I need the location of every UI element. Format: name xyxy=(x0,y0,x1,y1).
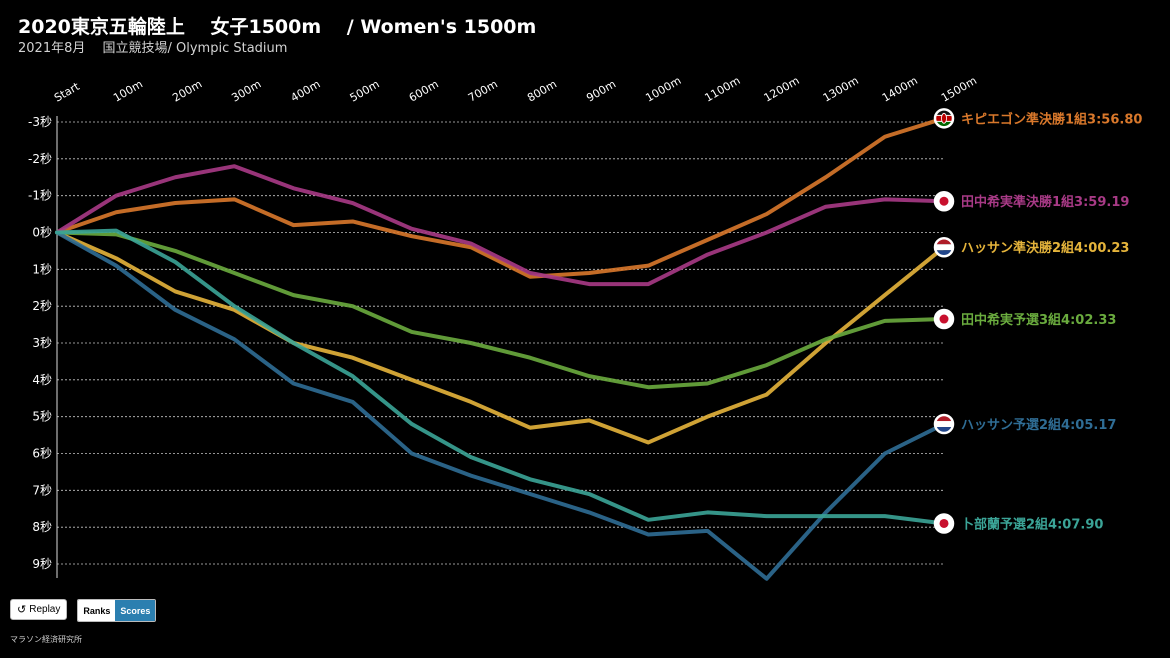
series-end-label: ハッサン準決勝2組4:00.23 xyxy=(961,240,1129,256)
ranks-toggle-button[interactable]: Ranks xyxy=(78,600,116,621)
x-tick-label: 200m xyxy=(170,77,204,104)
y-tick-label: 7秒 xyxy=(32,483,52,497)
x-tick-label: Start xyxy=(52,80,82,105)
y-tick-label: 0秒 xyxy=(32,226,52,240)
y-tick-label: 8秒 xyxy=(32,520,52,534)
scores-toggle-button[interactable]: Scores xyxy=(115,600,156,621)
x-axis: Start 100m 200m 300m 400m 500m 600m 700m 800m 900… xyxy=(52,74,979,105)
y-tick-label: 3秒 xyxy=(32,336,52,350)
x-tick-label: 500m xyxy=(348,77,382,104)
series-line xyxy=(55,230,946,445)
race-pace-line-chart: Start 100m 200m 300m 400m 500m 600m 700m 800m 900… xyxy=(28,74,1142,581)
x-tick-label: 1500m xyxy=(939,74,979,105)
series-end-label: 卜部蘭予選2組4:07.90 xyxy=(961,516,1103,532)
x-tick-label: 1300m xyxy=(821,74,861,105)
series-line xyxy=(55,228,946,526)
x-tick-label: 800m xyxy=(525,77,559,104)
japan-flag-icon xyxy=(933,513,955,534)
series-line xyxy=(55,230,946,390)
x-tick-label: 1100m xyxy=(702,74,742,105)
x-tick-label: 400m xyxy=(289,77,323,104)
series-labels: キピエゴン準決勝1組3:56.80 田中希実準決勝1組3:59.19 ハッサン準決勝… xyxy=(933,108,1142,534)
series-line xyxy=(55,164,946,287)
netherlands-flag-icon xyxy=(933,236,955,258)
replay-label: Replay xyxy=(29,604,61,615)
y-tick-label: -2秒 xyxy=(28,152,52,166)
x-tick-label: 1400m xyxy=(880,74,920,105)
netherlands-flag-icon xyxy=(933,413,955,435)
ranks-scores-toggle: Ranks Scores xyxy=(77,599,157,622)
chart-subtitle: 2021年8月 国立競技場/ Olympic Stadium xyxy=(18,41,288,56)
x-tick-label: 100m xyxy=(111,77,145,104)
x-tick-label: 1200m xyxy=(762,74,802,105)
series-end-label: ハッサン予選2組4:05.17 xyxy=(961,417,1116,433)
japan-flag-icon xyxy=(933,190,955,212)
y-tick-label: -3秒 xyxy=(28,115,52,129)
chart-title: 2020東京五輪陸上 女子1500m / Women's 1500m xyxy=(18,16,537,38)
y-tick-label: 6秒 xyxy=(32,447,52,461)
replay-icon: ↺ xyxy=(17,604,27,616)
controls: ↺ Replay Ranks Scores xyxy=(10,599,157,622)
y-axis: -3秒 -2秒 -1秒 0秒 1秒 2秒 3秒 4秒 5秒 6秒 7秒 8秒 9秒 xyxy=(28,115,58,578)
y-tick-label: 5秒 xyxy=(32,410,52,424)
series-layer xyxy=(55,116,946,581)
replay-button[interactable]: ↺ Replay xyxy=(10,599,68,620)
x-tick-label: 600m xyxy=(407,77,441,104)
y-tick-label: 2秒 xyxy=(32,299,52,313)
kenya-flag-icon xyxy=(933,108,955,129)
y-tick-label: -1秒 xyxy=(28,189,52,203)
x-tick-label: 700m xyxy=(466,77,500,104)
y-tick-label: 4秒 xyxy=(32,373,52,387)
x-tick-label: 900m xyxy=(584,77,618,104)
x-tick-label: 1000m xyxy=(643,74,683,105)
x-tick-label: 300m xyxy=(229,77,263,104)
footer-credit: マラソン経済研究所 xyxy=(10,635,82,644)
series-line xyxy=(55,116,946,279)
y-tick-label: 9秒 xyxy=(32,557,52,571)
y-tick-label: 1秒 xyxy=(32,262,52,276)
series-line xyxy=(55,230,946,581)
japan-flag-icon xyxy=(933,308,955,330)
series-end-label: キピエゴン準決勝1組3:56.80 xyxy=(961,111,1142,127)
series-end-label: 田中希実予選3組4:02.33 xyxy=(961,312,1116,328)
series-end-label: 田中希実準決勝1組3:59.19 xyxy=(961,194,1129,210)
